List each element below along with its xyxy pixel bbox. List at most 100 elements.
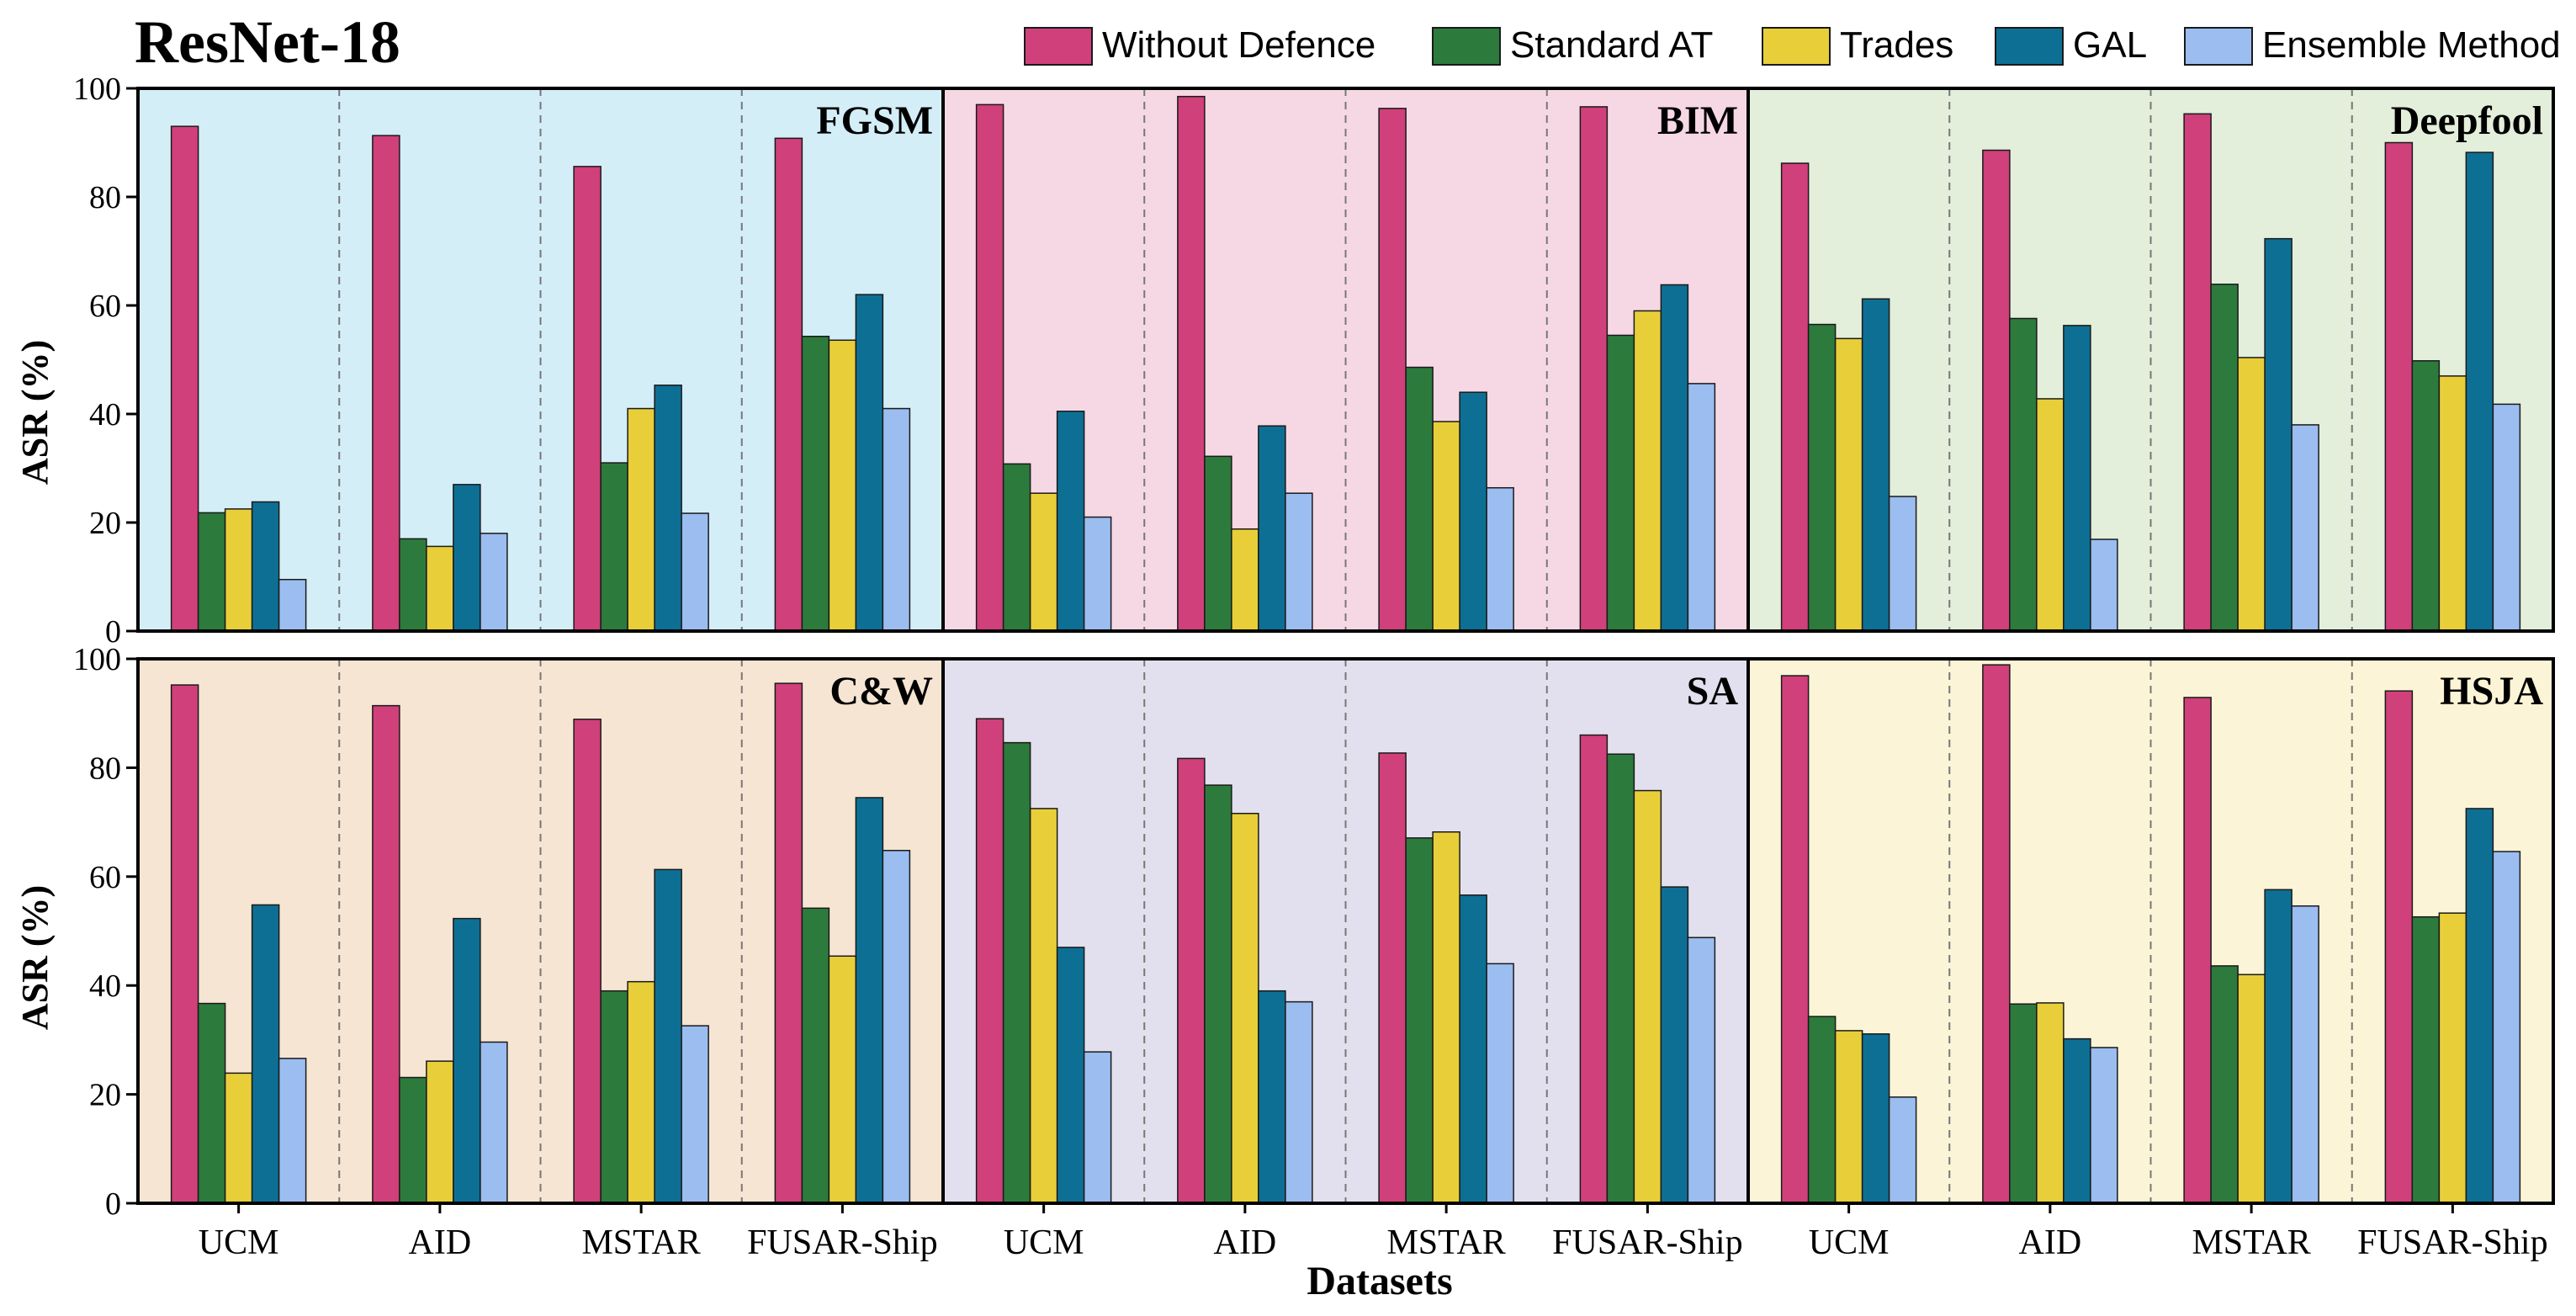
bar-deepfool-mstar-ensemble-method [2291,424,2319,632]
bar-cw-mstar-standard-at [600,990,628,1204]
bar-bim-fusar-ship-ensemble-method [1687,383,1716,632]
bar-fgsm-aid-ensemble-method [480,533,508,632]
legend-label: Standard AT [1510,24,1713,66]
bar-hsja-ucm-ensemble-method [1888,1096,1917,1204]
x-tick-label-mstar: MSTAR [1386,1223,1505,1262]
bar-cw-ucm-without-defence [170,684,199,1204]
y-tick-label: 80 [89,180,121,215]
panel-sa: SA [941,657,1750,1205]
y-tick-label: 0 [105,614,121,650]
bar-sa-ucm-ensemble-method [1083,1051,1112,1204]
bar-fgsm-mstar-standard-at [600,462,628,632]
bar-hsja-mstar-trades [2237,974,2266,1204]
bar-bim-ucm-standard-at [1002,463,1031,632]
bar-deepfool-ucm-standard-at [1807,323,1837,632]
bar-sa-aid-trades [1231,812,1259,1204]
legend-swatch [1432,27,1501,66]
y-tick-label: 80 [89,751,121,786]
bar-bim-fusar-ship-trades [1633,310,1662,632]
panel-fgsm: FGSM [136,87,945,633]
chart-title: ResNet-18 [135,8,400,76]
bar-deepfool-fusar-ship-trades [2438,375,2467,632]
bar-fgsm-ucm-trades [224,508,253,632]
bar-cw-fusar-ship-trades [828,955,857,1204]
bar-deepfool-mstar-without-defence [2183,113,2212,632]
bar-bim-aid-ensemble-method [1285,492,1313,632]
panel-label-fgsm: FGSM [816,98,933,143]
bar-fgsm-ucm-standard-at [197,512,226,632]
y-tick-label: 20 [89,1078,121,1113]
legend-swatch [1995,27,2064,66]
bar-deepfool-ucm-trades [1834,337,1863,632]
bar-bim-ucm-trades [1029,492,1058,632]
bar-hsja-ucm-gal [1861,1033,1890,1204]
legend-swatch [2184,27,2253,66]
bar-cw-aid-trades [426,1060,454,1204]
bar-deepfool-aid-ensemble-method [2090,539,2118,632]
bar-cw-mstar-trades [627,980,655,1204]
y-tick-label: 40 [89,397,121,432]
y-tick-label: 60 [89,289,121,324]
bar-bim-ucm-ensemble-method [1083,516,1112,632]
bar-bim-mstar-trades [1432,421,1460,632]
bar-hsja-ucm-trades [1834,1030,1863,1204]
legend-label: Trades [1840,24,1953,66]
bar-cw-ucm-gal [251,904,280,1204]
bar-fgsm-fusar-ship-trades [828,339,857,632]
bar-bim-mstar-without-defence [1378,108,1407,632]
bar-fgsm-fusar-ship-gal [855,294,884,632]
plot-panels: FGSM BIM Deepfool C&W SA HSJA [136,87,2555,1205]
bar-deepfool-mstar-standard-at [2210,284,2239,632]
bar-deepfool-aid-standard-at [2009,317,2038,632]
bar-hsja-fusar-ship-ensemble-method [2492,851,2521,1204]
bar-fgsm-aid-trades [426,545,454,632]
bar-fgsm-fusar-ship-without-defence [774,137,803,632]
bar-cw-fusar-ship-gal [855,797,884,1204]
bar-hsja-mstar-gal [2264,889,2292,1204]
bar-cw-fusar-ship-standard-at [801,907,830,1204]
panel-label-cw: C&W [830,669,933,714]
legend-item-ensemble-method: Ensemble Method [2184,24,2561,66]
legend-item-trades: Trades [1762,24,1953,66]
bar-cw-mstar-gal [654,868,682,1204]
bar-cw-fusar-ship-without-defence [774,682,803,1204]
bar-hsja-mstar-standard-at [2210,965,2239,1204]
y-axis-label-top: ASR (%) [14,340,56,485]
bar-hsja-fusar-ship-trades [2438,912,2467,1204]
bar-deepfool-aid-without-defence [1982,149,2011,632]
bar-cw-aid-gal [453,917,481,1204]
bar-hsja-fusar-ship-without-defence [2384,690,2414,1204]
bar-fgsm-ucm-gal [251,501,280,632]
x-tick-label-aid: AID [409,1223,472,1262]
bar-hsja-ucm-standard-at [1807,1016,1837,1204]
bar-sa-mstar-standard-at [1405,837,1434,1204]
bar-sa-ucm-standard-at [1002,741,1031,1204]
bar-hsja-aid-standard-at [2009,1003,2038,1204]
bar-sa-aid-without-defence [1177,757,1206,1204]
bar-bim-fusar-ship-without-defence [1579,106,1609,632]
legend-label: Ensemble Method [2262,24,2561,66]
bar-deepfool-aid-trades [2036,398,2065,632]
bar-sa-fusar-ship-without-defence [1579,734,1609,1204]
bar-cw-ucm-standard-at [197,1002,226,1204]
bar-hsja-fusar-ship-standard-at [2411,915,2441,1204]
panel-label-hsja: HSJA [2440,669,2543,714]
bar-cw-mstar-without-defence [573,719,602,1204]
bar-hsja-aid-ensemble-method [2090,1047,2118,1204]
bar-deepfool-ucm-ensemble-method [1888,496,1917,632]
bar-fgsm-mstar-without-defence [573,166,602,632]
bar-bim-ucm-without-defence [975,103,1004,632]
bar-cw-fusar-ship-ensemble-method [882,849,911,1204]
y-axis-label-bottom: ASR (%) [14,885,56,1030]
y-tick-label: 20 [89,506,121,541]
bar-cw-aid-ensemble-method [480,1041,508,1204]
bar-hsja-mstar-without-defence [2183,697,2212,1204]
bar-deepfool-ucm-without-defence [1780,162,1810,632]
bar-sa-mstar-trades [1432,830,1460,1204]
bar-deepfool-fusar-ship-ensemble-method [2492,403,2521,632]
bar-bim-mstar-ensemble-method [1486,486,1514,632]
legend-swatch [1762,27,1831,66]
bar-hsja-fusar-ship-gal [2465,808,2494,1204]
bar-sa-fusar-ship-standard-at [1606,753,1635,1204]
